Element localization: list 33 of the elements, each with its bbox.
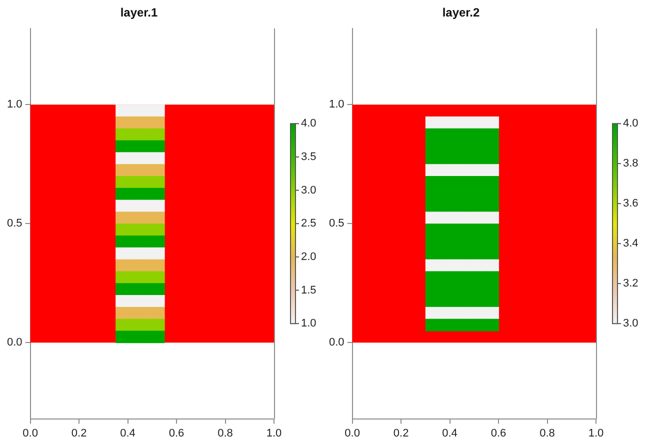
y-tick-label: 0.0	[328, 336, 344, 349]
color-bar-label: 1.5	[301, 284, 316, 296]
x-tick-label: 0.4	[442, 427, 458, 440]
y-tick-label: 0.0	[6, 336, 22, 349]
x-tick-label: 0.6	[490, 427, 506, 440]
color-bar-label: 1.0	[301, 318, 316, 330]
chart-title: layer.2	[442, 6, 480, 20]
color-bar-label: 3.6	[623, 198, 638, 210]
x-tick-label: 1.0	[588, 427, 604, 440]
x-tick-label: 0.8	[540, 427, 555, 440]
x-tick-label: 0.4	[120, 427, 136, 440]
color-bar-label: 2.0	[301, 250, 316, 263]
x-tick-label: 0.0	[22, 427, 38, 440]
color-bar-label: 3.8	[623, 158, 638, 170]
color-bar-label: 3.0	[301, 184, 316, 196]
x-tick-label: 0.6	[168, 427, 184, 440]
color-bar-label: 2.5	[301, 218, 316, 230]
color-bar-label: 4.0	[301, 118, 316, 130]
y-tick-label: 0.5	[328, 218, 344, 230]
x-tick-label: 1.0	[266, 427, 282, 440]
color-bar-label: 3.2	[623, 278, 638, 290]
color-bar-label: 3.5	[301, 150, 316, 163]
y-tick-label: 1.0	[6, 98, 22, 111]
color-bar-label: 3.4	[623, 238, 638, 250]
x-tick-label: 0.2	[71, 427, 87, 440]
x-tick-label: 0.8	[218, 427, 233, 440]
color-bar-label: 3.0	[623, 318, 638, 330]
x-tick-label: 0.0	[344, 427, 360, 440]
y-tick-label: 1.0	[328, 98, 344, 111]
y-tick-label: 0.5	[6, 218, 22, 230]
chart-title: layer.1	[120, 6, 158, 20]
x-tick-label: 0.2	[393, 427, 409, 440]
color-bar-label: 4.0	[623, 118, 638, 130]
